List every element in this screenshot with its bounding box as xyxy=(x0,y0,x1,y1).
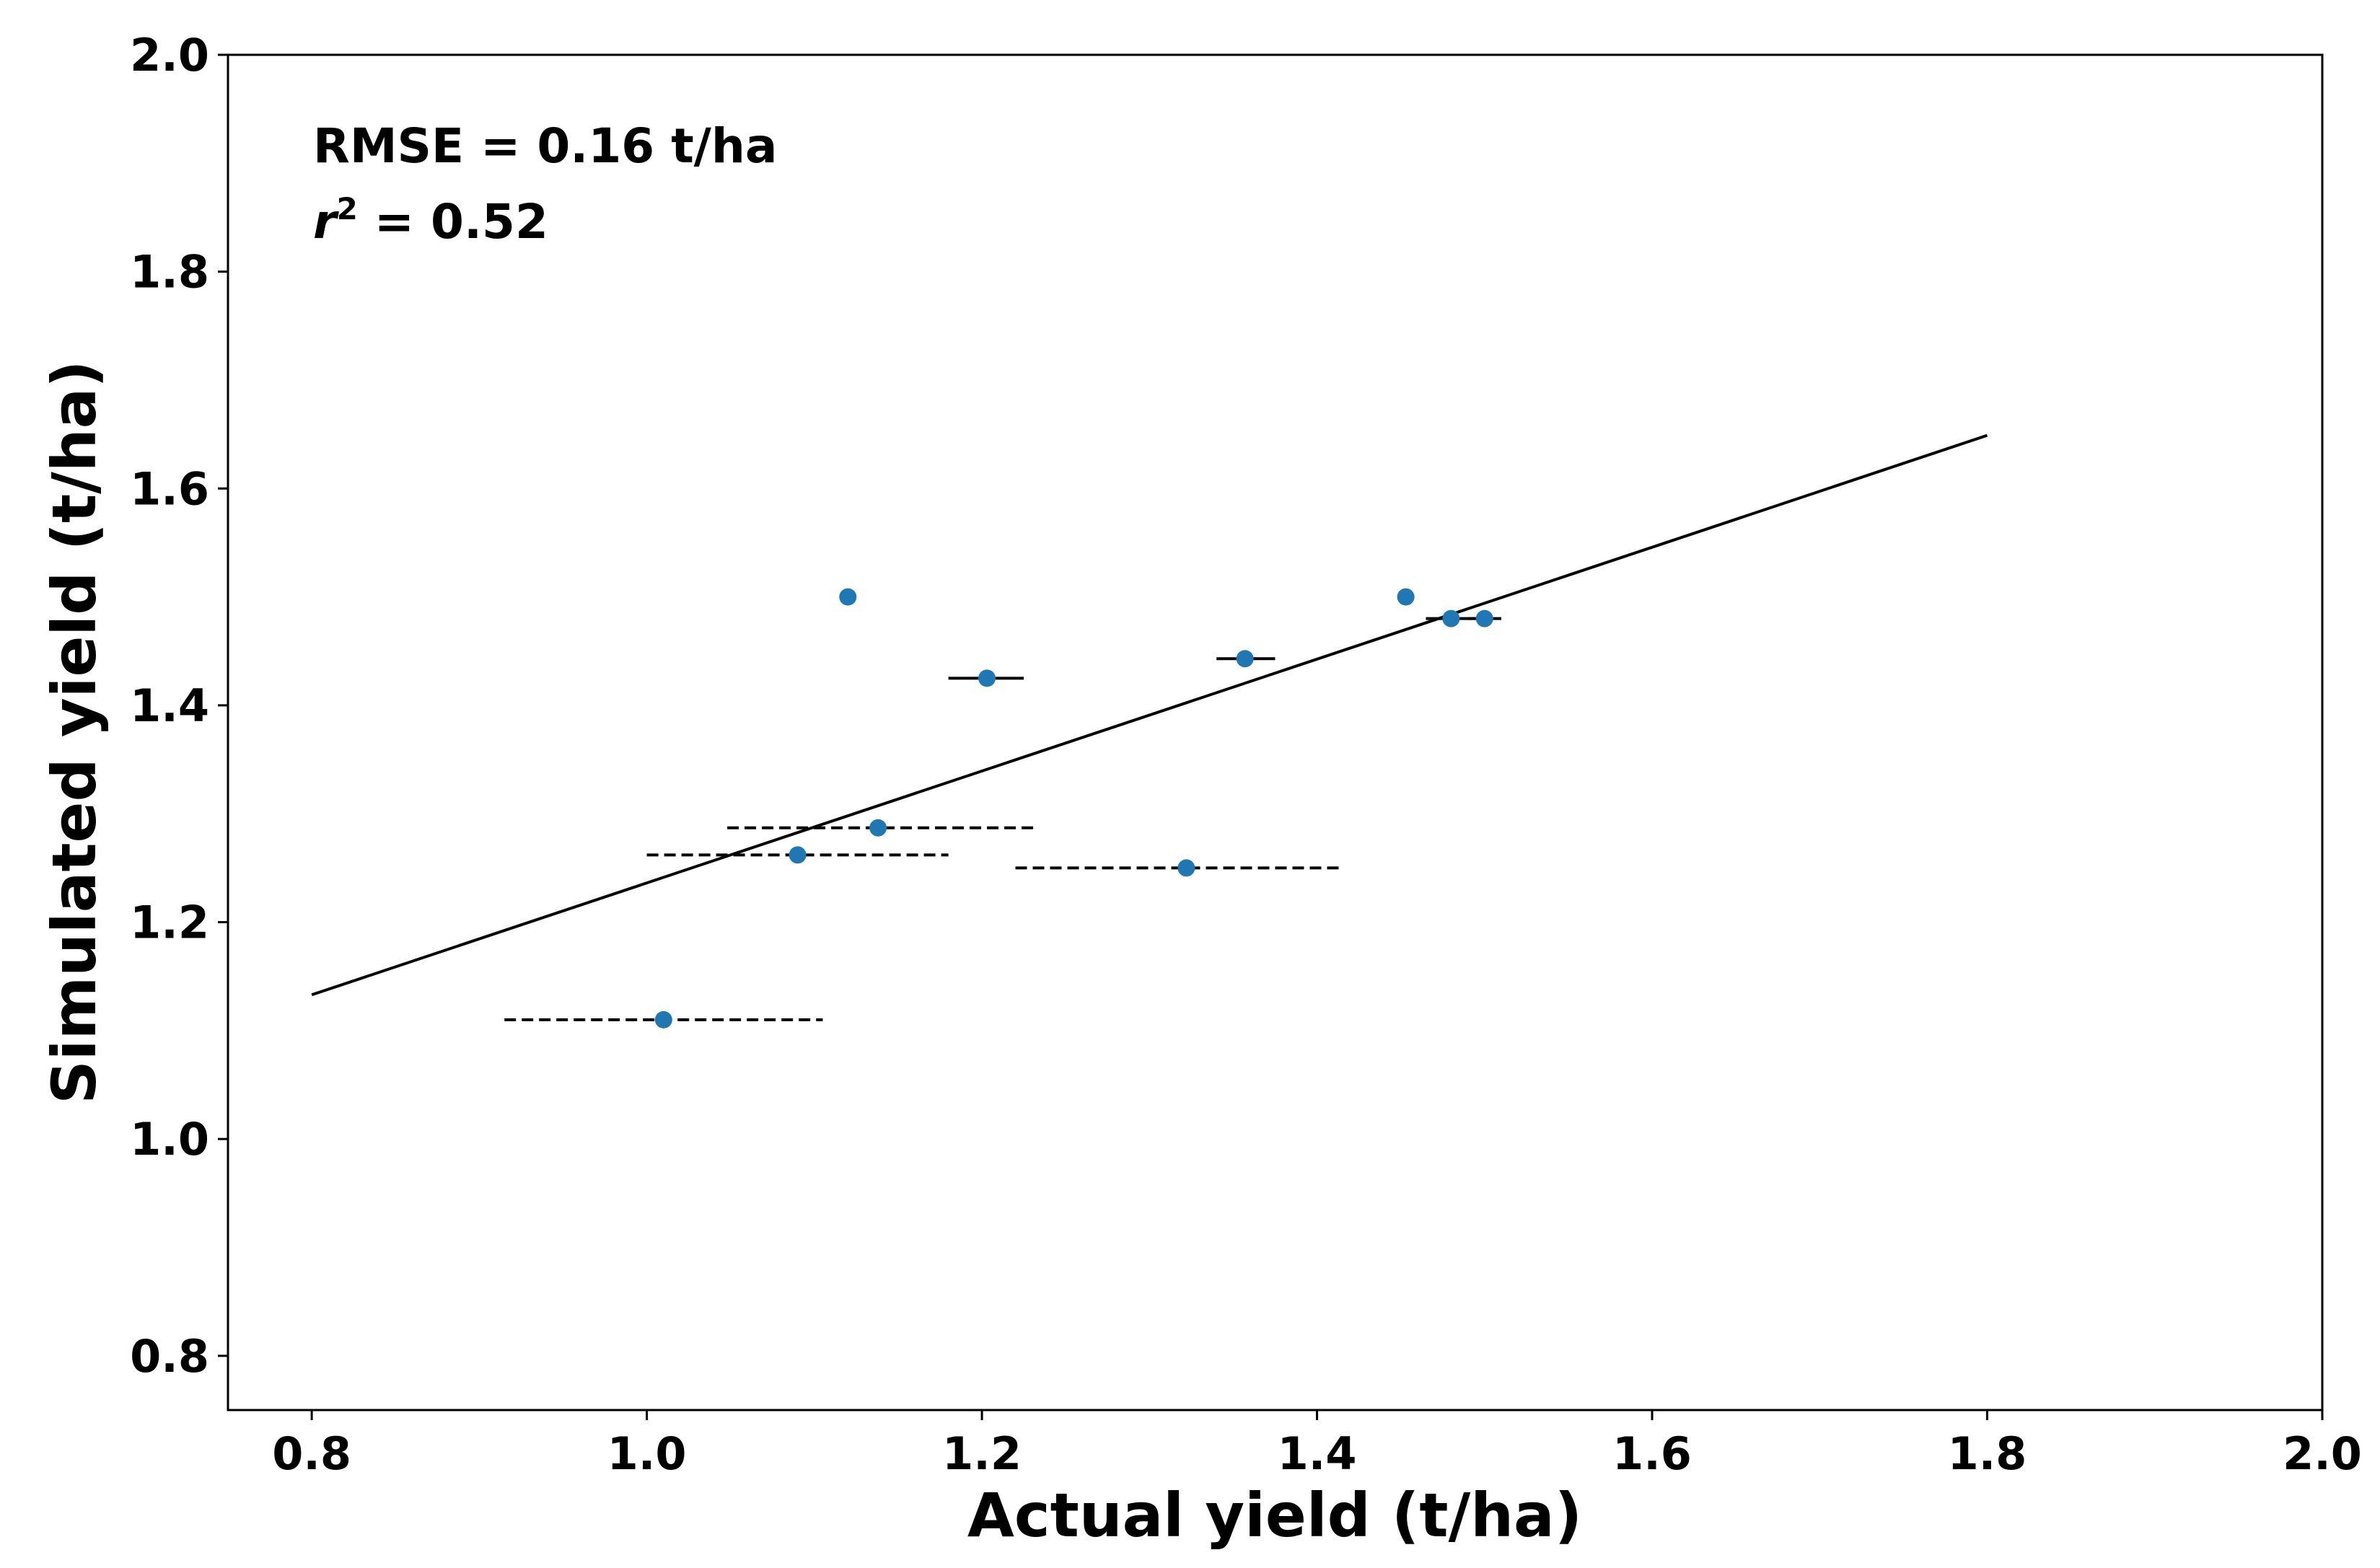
data-point xyxy=(1475,609,1493,627)
x-tick-label: 1.8 xyxy=(1948,1427,2027,1480)
data-point xyxy=(789,846,807,864)
data-point xyxy=(1236,650,1254,668)
x-axis: 0.8 1.0 1.2 1.4 1.6 1.8 2.0 xyxy=(272,1410,2362,1480)
fit-line-group xyxy=(311,433,1988,997)
y-axis-label: Simulated yield (t/ha) xyxy=(39,360,110,1104)
r2-exponent: 2 xyxy=(337,191,358,226)
y-axis: 0.8 1.0 1.2 1.4 1.6 1.8 2.0 xyxy=(130,29,228,1383)
y-tick-label: 1.2 xyxy=(130,897,209,949)
r2-value: = 0.52 xyxy=(358,194,548,250)
x-axis-label: Actual yield (t/ha) xyxy=(967,1480,1582,1551)
x-tick-label: 2.0 xyxy=(2283,1427,2362,1480)
x-tick-label: 1.4 xyxy=(1278,1427,1357,1480)
y-tick-label: 1.0 xyxy=(130,1113,209,1166)
r2-symbol: r xyxy=(313,194,339,250)
x-tick-label: 1.0 xyxy=(607,1427,687,1480)
y-tick-label: 1.8 xyxy=(130,246,209,299)
data-point xyxy=(1442,609,1460,627)
x-tick-label: 0.8 xyxy=(272,1427,351,1480)
annotation-rmse: RMSE = 0.16 t/ha xyxy=(313,118,777,174)
plot-frame xyxy=(227,53,2324,1411)
data-point xyxy=(1397,588,1415,606)
x-tick-label: 1.2 xyxy=(942,1427,1022,1480)
data-point xyxy=(839,588,857,606)
y-tick-label: 0.8 xyxy=(130,1330,209,1383)
y-tick-label: 2.0 xyxy=(130,29,209,82)
points-group xyxy=(654,588,1493,1029)
data-point xyxy=(869,819,887,837)
data-point xyxy=(978,669,996,687)
x-tick-label: 1.6 xyxy=(1612,1427,1692,1480)
annotation-r2: r2 = 0.52 xyxy=(313,191,548,250)
data-point xyxy=(654,1010,672,1029)
regression-line xyxy=(311,433,1988,997)
y-tick-label: 1.4 xyxy=(130,679,209,732)
y-tick-label: 1.6 xyxy=(130,462,209,515)
data-point xyxy=(1177,859,1195,877)
